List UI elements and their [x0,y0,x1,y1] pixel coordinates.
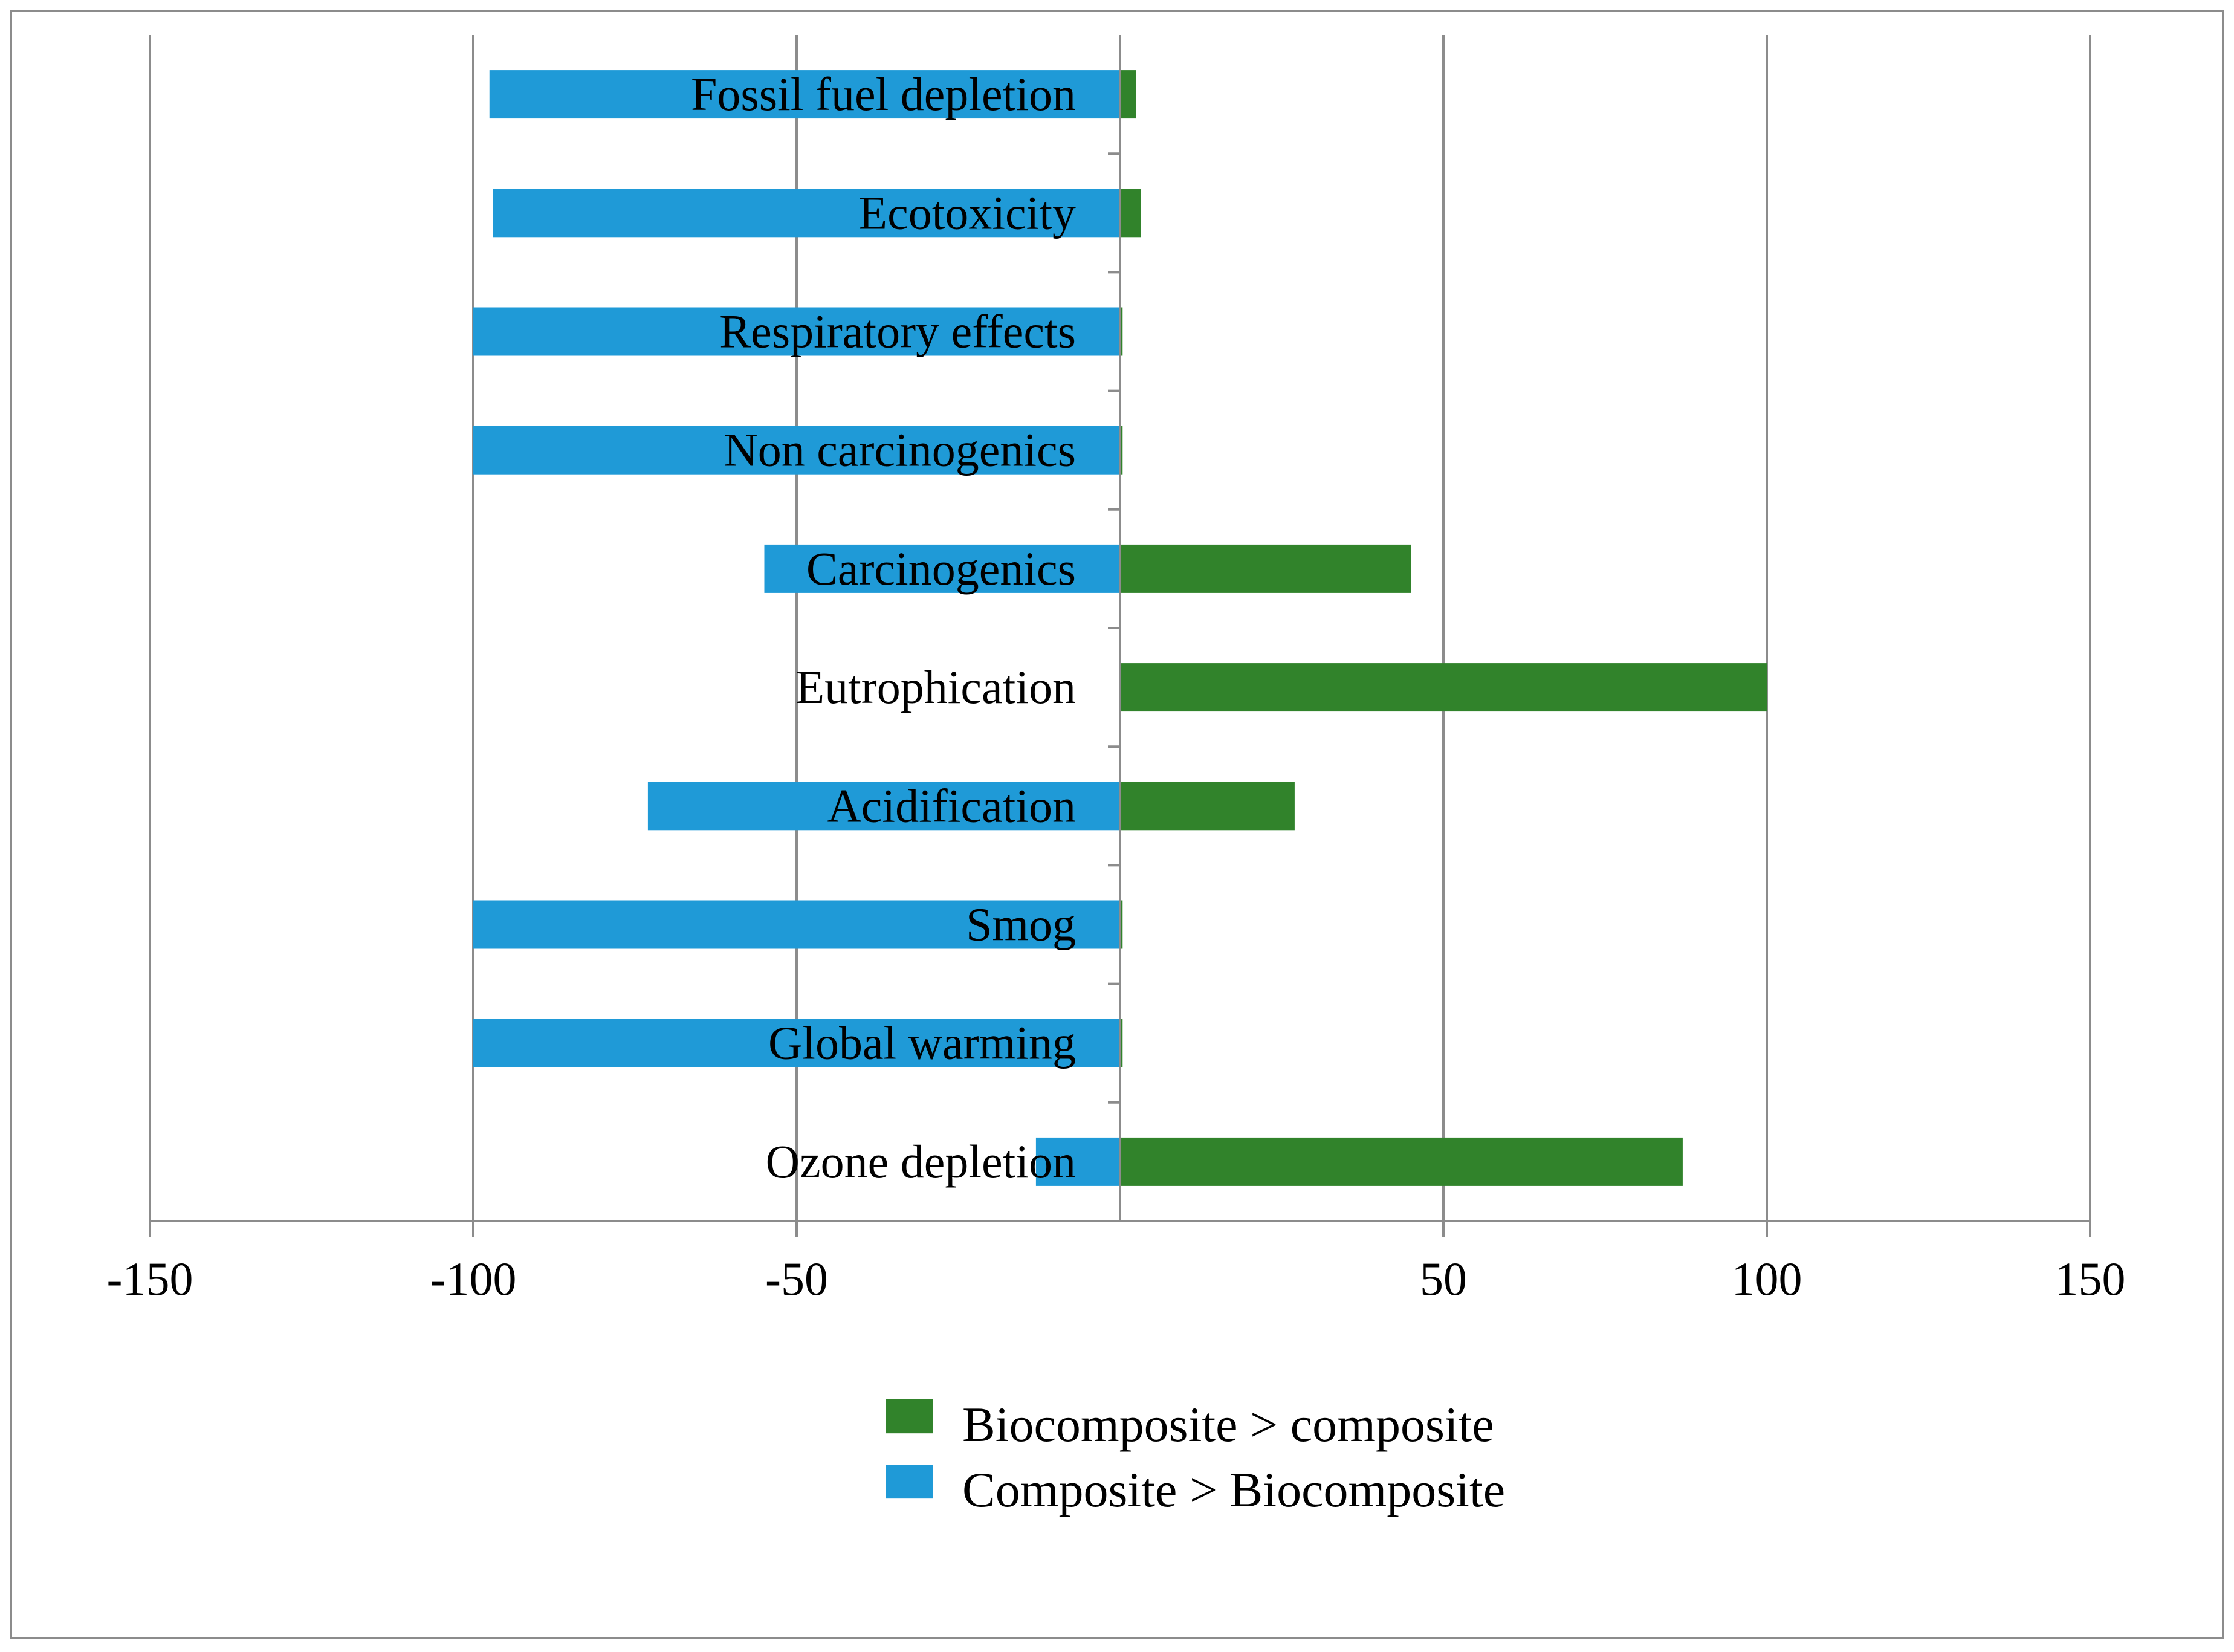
bar-composite-1 [493,189,1120,238]
bar-composite-8 [473,1019,1120,1067]
category-labels: Fossil fuel depletion Ecotoxicity Respirat… [691,68,1076,1188]
bar-biocomposite-4 [1120,544,1411,593]
bars [473,70,1767,1186]
x-tick-label-0: -150 [107,1252,193,1305]
legend-swatch-0 [886,1399,933,1434]
legend-label-1: Composite > Biocomposite [962,1462,1505,1517]
bar-biocomposite-2 [1120,307,1123,356]
bar-biocomposite-3 [1120,426,1123,475]
bar-composite-2 [473,307,1120,356]
bar-biocomposite-7 [1120,900,1123,949]
category-label-5: Eutrophication [795,661,1076,713]
bar-composite-9 [1035,1137,1120,1186]
bar-composite-3 [473,426,1120,475]
category-label-4: Carcinogenics [806,542,1076,595]
category-label-9: Ozone depletion [766,1135,1076,1188]
category-label-0: Fossil fuel depletion [691,68,1076,120]
x-tick-label-2: -50 [765,1252,828,1305]
x-tick-label-4: 100 [1732,1252,1802,1305]
x-tick-label-5: 150 [2055,1252,2126,1305]
bar-composite-0 [489,70,1120,119]
legend-swatch-1 [886,1465,933,1499]
category-label-8: Global warming [768,1017,1076,1069]
bar-composite-4 [764,544,1120,593]
bar-biocomposite-1 [1120,189,1141,238]
category-label-3: Non carcinogenics [724,424,1076,476]
bar-composite-6 [647,782,1120,831]
bar-biocomposite-5 [1120,663,1767,712]
axes [149,35,2091,1237]
legend-label-0: Biocomposite > composite [962,1397,1494,1452]
bar-biocomposite-0 [1120,70,1136,119]
bar-biocomposite-9 [1120,1137,1683,1186]
x-tick-label-3: 50 [1420,1252,1467,1305]
category-label-1: Ecotoxicity [858,186,1076,239]
x-tick-labels: -150 -100 -50 50 100 150 [107,1252,2126,1305]
bar-biocomposite-8 [1120,1019,1123,1067]
category-label-7: Smog [966,898,1076,951]
bar-biocomposite-6 [1120,782,1295,831]
bar-composite-7 [473,900,1120,949]
category-label-6: Acidification [827,779,1076,832]
legend: Biocomposite > composite Composite > Bioc… [886,1397,1505,1517]
x-tick-label-1: -100 [430,1252,517,1305]
category-label-2: Respiratory effects [719,305,1076,358]
